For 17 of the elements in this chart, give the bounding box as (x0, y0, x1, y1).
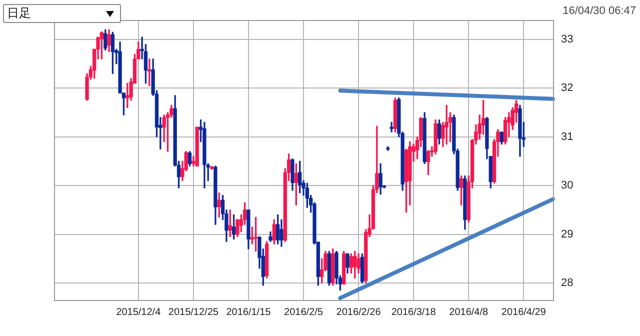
x-tick-label: 2016/4/29 (501, 306, 546, 318)
x-tick-label: 2015/12/25 (168, 306, 219, 318)
x-tick-label: 2016/2/5 (284, 306, 324, 318)
x-tick-label: 2015/12/4 (116, 306, 162, 318)
y-tick-label: 28 (561, 276, 574, 289)
y-tick-label: 29 (561, 228, 574, 240)
text: 16/04/30 06:47 (562, 5, 636, 17)
x-tick-label: 2016/3/18 (391, 306, 436, 318)
y-tick-label: 30 (561, 180, 574, 192)
y-tick-label: 32 (561, 82, 574, 94)
period-dropdown[interactable]: 日足 (3, 4, 121, 23)
x-tick-label: 2016/1/15 (226, 306, 272, 318)
y-tick-label: 31 (561, 130, 574, 143)
candlestick (390, 122, 394, 132)
x-tick-label: 2016/4/8 (449, 306, 489, 318)
x-tick-label: 2016/2/26 (336, 306, 382, 318)
y-tick-label: 33 (561, 34, 574, 46)
